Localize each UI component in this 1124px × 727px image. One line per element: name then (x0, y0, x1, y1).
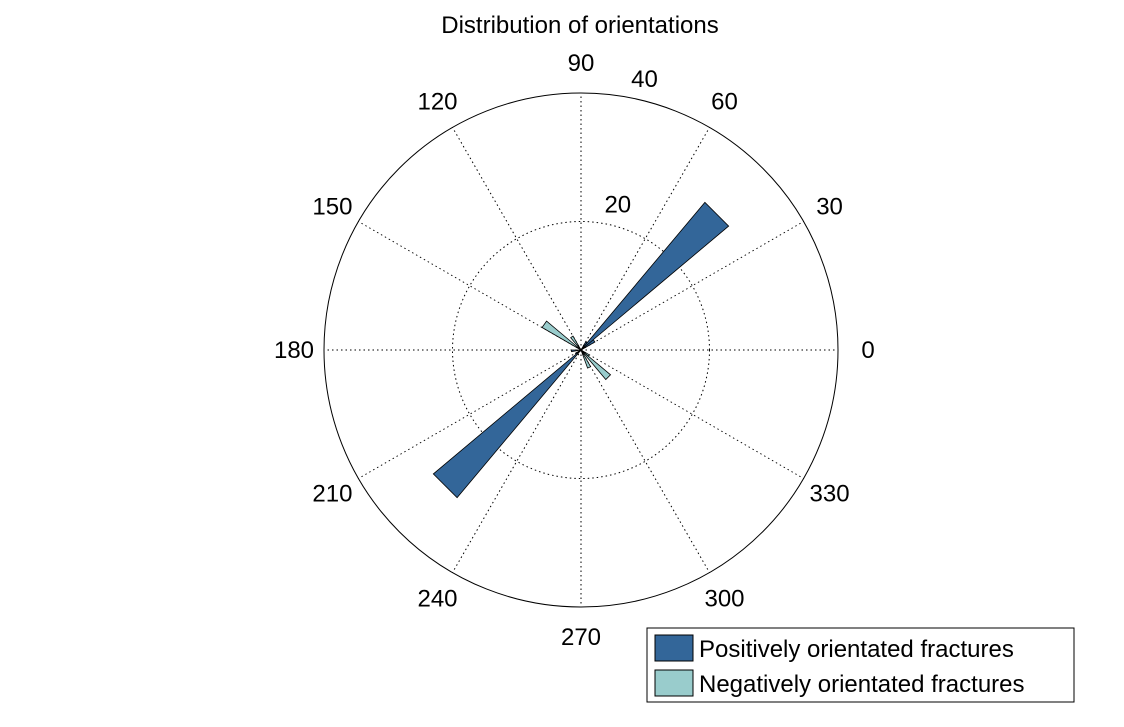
legend-box (646, 627, 1075, 703)
angular-tick-label: 240 (417, 586, 457, 613)
radial-tick-label: 20 (604, 192, 631, 219)
legend-label: Negatively orientated fractures (699, 671, 1025, 698)
radial-tick-label: 40 (631, 66, 658, 93)
plot-area: 0 30 60 90 120 150 180 210 240 270 300 330 20 40 (274, 50, 875, 651)
angular-tick-label: 270 (561, 624, 601, 651)
rose-petal (580, 201, 730, 351)
rose-petal (580, 341, 588, 351)
rose-petal (580, 349, 590, 357)
rose-petal (570, 349, 582, 353)
angular-tick-label: 330 (810, 481, 850, 508)
angular-tick-label: 0 (861, 337, 874, 364)
radial-grid-circle (452, 221, 710, 479)
legend-label: Positively orientated fractures (699, 636, 1014, 663)
angular-tick-label: 120 (417, 88, 457, 115)
angular-tick-label: 210 (312, 481, 352, 508)
rose-petal (570, 335, 582, 351)
rose-petal (580, 349, 592, 369)
legend-swatch (654, 669, 694, 697)
legend: Positively orientated fractures Negativel… (646, 627, 1075, 703)
rose-petal (541, 320, 582, 351)
angular-tick-label: 150 (312, 194, 352, 221)
chart-title: Distribution of orientations (441, 12, 718, 39)
legend-swatch (654, 634, 694, 662)
angular-tick-label: 90 (568, 50, 595, 77)
angular-tick-label: 180 (274, 337, 314, 364)
rose-petal (580, 349, 612, 381)
angular-tick-label: 30 (816, 194, 843, 221)
angular-tick-label: 60 (711, 88, 738, 115)
angular-tick-label: 300 (704, 586, 744, 613)
rose-petal (432, 349, 582, 499)
